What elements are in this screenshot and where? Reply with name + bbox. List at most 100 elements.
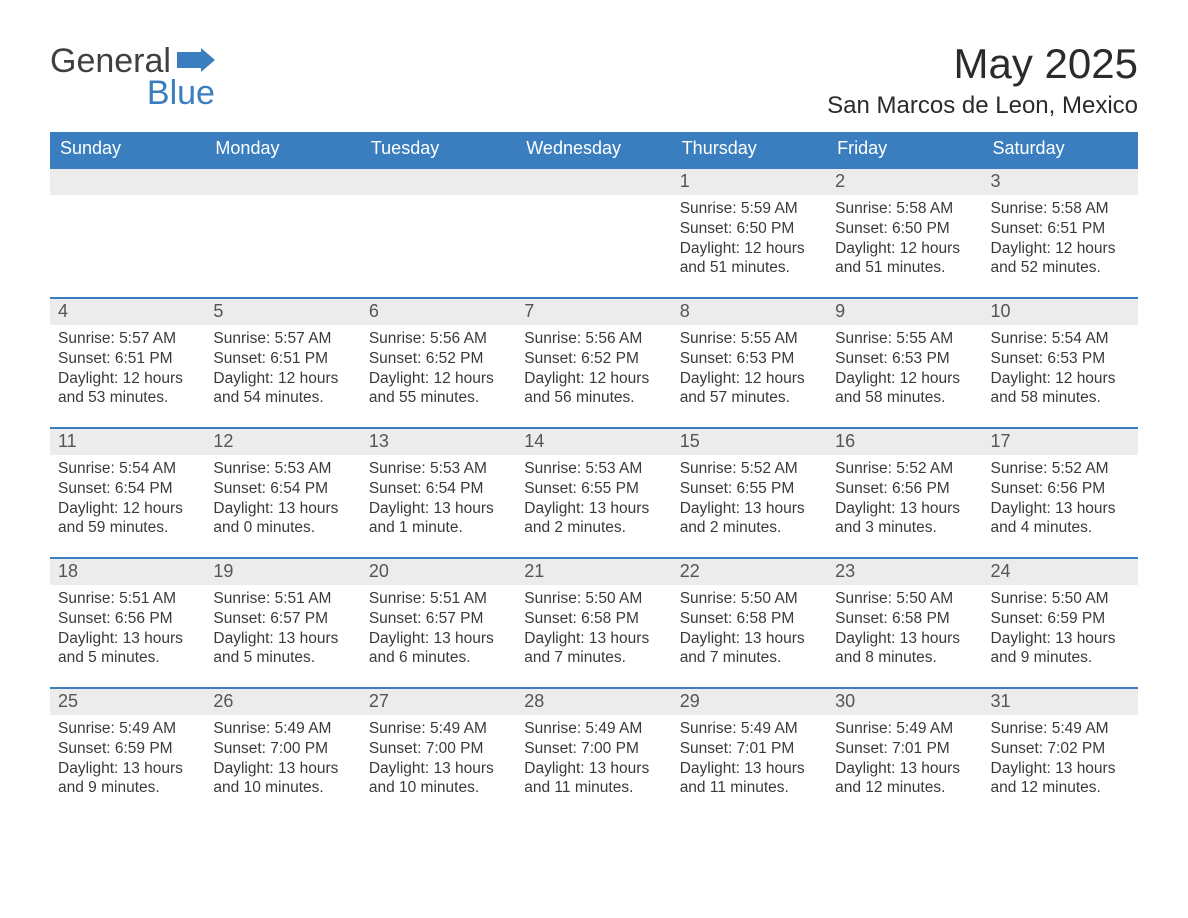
daylight-line: Daylight: 13 hours and 1 minute. — [369, 499, 508, 539]
sunrise-line: Sunrise: 5:50 AM — [991, 589, 1130, 609]
daylight-line: Daylight: 12 hours and 59 minutes. — [58, 499, 197, 539]
sunset-line: Sunset: 7:00 PM — [213, 739, 352, 759]
day-cell: 27 Sunrise: 5:49 AMSunset: 7:00 PMDayligh… — [361, 689, 516, 817]
day-cell: 21Sunrise: 5:50 AMSunset: 6:58 PMDayligh… — [516, 559, 671, 687]
daylight-line: Daylight: 13 hours and 3 minutes. — [835, 499, 974, 539]
day-cell: 12Sunrise: 5:53 AMSunset: 6:54 PMDayligh… — [205, 429, 360, 557]
sunset-line: Sunset: 6:52 PM — [524, 349, 663, 369]
day-number: 8 — [672, 299, 827, 325]
day-body: Sunrise: 5:58 AMSunset: 6:51 PMDaylight:… — [983, 195, 1138, 286]
sunset-line: Sunset: 6:56 PM — [835, 479, 974, 499]
day-body: Sunrise: 5:51 AMSunset: 6:57 PMDaylight:… — [361, 585, 516, 676]
sunrise-line: Sunrise: 5:53 AM — [369, 459, 508, 479]
sunrise-line: Sunrise: 5:49 AM — [369, 719, 508, 739]
day-number: 3 — [983, 169, 1138, 195]
day-cell: 15Sunrise: 5:52 AMSunset: 6:55 PMDayligh… — [672, 429, 827, 557]
day-cell: 9Sunrise: 5:55 AMSunset: 6:53 PMDaylight… — [827, 299, 982, 427]
day-body: Sunrise: 5:53 AMSunset: 6:54 PMDaylight:… — [361, 455, 516, 546]
day-number: 2 — [827, 169, 982, 195]
sunset-line: Sunset: 6:50 PM — [680, 219, 819, 239]
day-cell — [516, 169, 671, 297]
day-number: 7 — [516, 299, 671, 325]
daylight-line: Daylight: 12 hours and 51 minutes. — [680, 239, 819, 279]
logo-line2: Blue — [50, 76, 215, 110]
daylight-line: Daylight: 13 hours and 0 minutes. — [213, 499, 352, 539]
sunset-line: Sunset: 6:55 PM — [680, 479, 819, 499]
sunrise-line: Sunrise: 5:51 AM — [58, 589, 197, 609]
sunrise-line: Sunrise: 5:51 AM — [213, 589, 352, 609]
sunset-line: Sunset: 6:58 PM — [524, 609, 663, 629]
day-number: 27 — [361, 689, 516, 715]
day-number: 18 — [50, 559, 205, 585]
sunset-line: Sunset: 6:51 PM — [213, 349, 352, 369]
sunset-line: Sunset: 7:01 PM — [835, 739, 974, 759]
day-cell — [205, 169, 360, 297]
sunrise-line: Sunrise: 5:52 AM — [680, 459, 819, 479]
daylight-line: Daylight: 13 hours and 10 minutes. — [369, 759, 508, 799]
day-cell: 2Sunrise: 5:58 AMSunset: 6:50 PMDaylight… — [827, 169, 982, 297]
sunrise-line: Sunrise: 5:49 AM — [213, 719, 352, 739]
daylight-line: Daylight: 12 hours and 53 minutes. — [58, 369, 197, 409]
day-number — [205, 169, 360, 195]
dow-cell: Wednesday — [516, 132, 671, 167]
daylight-line: Daylight: 13 hours and 11 minutes. — [524, 759, 663, 799]
day-body: Sunrise: 5:54 AMSunset: 6:53 PMDaylight:… — [983, 325, 1138, 416]
daylight-line: Daylight: 12 hours and 54 minutes. — [213, 369, 352, 409]
day-body: Sunrise: 5:51 AMSunset: 6:56 PMDaylight:… — [50, 585, 205, 676]
day-body: Sunrise: 5:50 AMSunset: 6:58 PMDaylight:… — [672, 585, 827, 676]
day-number: 20 — [361, 559, 516, 585]
week-row: 1Sunrise: 5:59 AMSunset: 6:50 PMDaylight… — [50, 167, 1138, 297]
sunrise-line: Sunrise: 5:54 AM — [58, 459, 197, 479]
day-number: 5 — [205, 299, 360, 325]
sunset-line: Sunset: 6:55 PM — [524, 479, 663, 499]
day-number: 28 — [516, 689, 671, 715]
day-body — [516, 195, 671, 207]
day-cell: 30Sunrise: 5:49 AMSunset: 7:01 PMDayligh… — [827, 689, 982, 817]
sunset-line: Sunset: 6:53 PM — [835, 349, 974, 369]
daylight-line: Daylight: 12 hours and 55 minutes. — [369, 369, 508, 409]
sunrise-line: Sunrise: 5:58 AM — [991, 199, 1130, 219]
daylight-line: Daylight: 13 hours and 5 minutes. — [58, 629, 197, 669]
day-cell: 16Sunrise: 5:52 AMSunset: 6:56 PMDayligh… — [827, 429, 982, 557]
dow-cell: Tuesday — [361, 132, 516, 167]
daylight-line: Daylight: 13 hours and 8 minutes. — [835, 629, 974, 669]
day-cell: 14Sunrise: 5:53 AMSunset: 6:55 PMDayligh… — [516, 429, 671, 557]
sunrise-line: Sunrise: 5:55 AM — [835, 329, 974, 349]
sunrise-line: Sunrise: 5:58 AM — [835, 199, 974, 219]
sunset-line: Sunset: 7:00 PM — [369, 739, 508, 759]
day-body: Sunrise: 5:55 AMSunset: 6:53 PMDaylight:… — [827, 325, 982, 416]
day-body: Sunrise: 5:49 AMSunset: 7:00 PMDaylight:… — [516, 715, 671, 806]
sunrise-line: Sunrise: 5:55 AM — [680, 329, 819, 349]
day-body: Sunrise: 5:59 AMSunset: 6:50 PMDaylight:… — [672, 195, 827, 286]
day-cell: 8Sunrise: 5:55 AMSunset: 6:53 PMDaylight… — [672, 299, 827, 427]
day-number: 23 — [827, 559, 982, 585]
day-number — [50, 169, 205, 195]
day-body: Sunrise: 5:49 AMSunset: 7:01 PMDaylight:… — [827, 715, 982, 806]
day-body: Sunrise: 5:52 AMSunset: 6:56 PMDaylight:… — [827, 455, 982, 546]
dow-cell: Thursday — [672, 132, 827, 167]
daylight-line: Daylight: 12 hours and 52 minutes. — [991, 239, 1130, 279]
day-number: 11 — [50, 429, 205, 455]
day-cell: 5 Sunrise: 5:57 AMSunset: 6:51 PMDaylight… — [205, 299, 360, 427]
day-body: Sunrise: 5:49 AMSunset: 7:01 PMDaylight:… — [672, 715, 827, 806]
day-number: 21 — [516, 559, 671, 585]
week-row: 18Sunrise: 5:51 AMSunset: 6:56 PMDayligh… — [50, 557, 1138, 687]
day-cell: 7Sunrise: 5:56 AMSunset: 6:52 PMDaylight… — [516, 299, 671, 427]
day-number: 22 — [672, 559, 827, 585]
day-number: 6 — [361, 299, 516, 325]
daylight-line: Daylight: 12 hours and 51 minutes. — [835, 239, 974, 279]
day-body: Sunrise: 5:49 AMSunset: 7:00 PMDaylight:… — [205, 715, 360, 806]
weeks-container: 1Sunrise: 5:59 AMSunset: 6:50 PMDaylight… — [50, 167, 1138, 817]
day-body: Sunrise: 5:52 AMSunset: 6:55 PMDaylight:… — [672, 455, 827, 546]
day-cell: 22Sunrise: 5:50 AMSunset: 6:58 PMDayligh… — [672, 559, 827, 687]
sunset-line: Sunset: 7:01 PM — [680, 739, 819, 759]
daylight-line: Daylight: 12 hours and 56 minutes. — [524, 369, 663, 409]
sunrise-line: Sunrise: 5:49 AM — [58, 719, 197, 739]
day-number: 25 — [50, 689, 205, 715]
sunrise-line: Sunrise: 5:57 AM — [213, 329, 352, 349]
day-number: 1 — [672, 169, 827, 195]
day-cell: 25Sunrise: 5:49 AMSunset: 6:59 PMDayligh… — [50, 689, 205, 817]
calendar-grid: SundayMondayTuesdayWednesdayThursdayFrid… — [50, 132, 1138, 817]
sunrise-line: Sunrise: 5:54 AM — [991, 329, 1130, 349]
sunrise-line: Sunrise: 5:51 AM — [369, 589, 508, 609]
